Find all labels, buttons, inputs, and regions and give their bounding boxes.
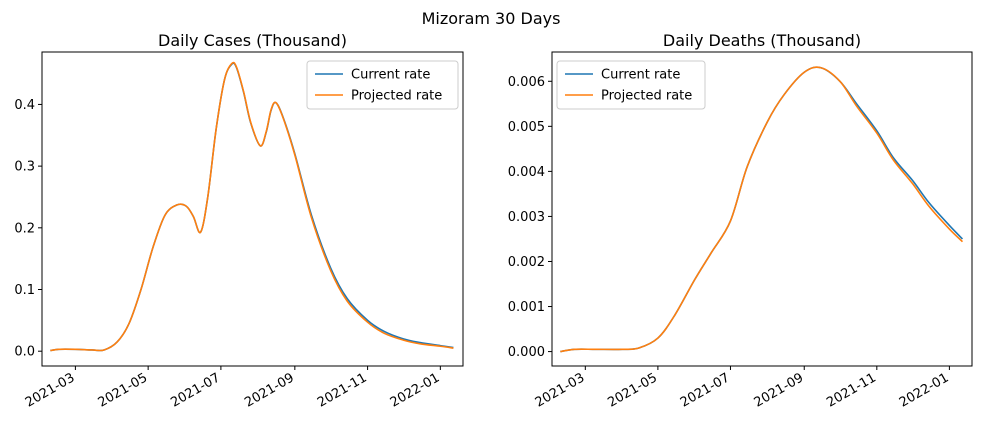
x-tick-label: 2021-05 [96, 370, 151, 410]
x-tick-label: 2021-11 [824, 370, 879, 410]
y-tick-label: 0.002 [508, 255, 545, 270]
legend-label: Projected rate [351, 89, 442, 104]
x-tick-label: 2021-03 [533, 370, 588, 410]
legend: Current rate Projected rate [306, 60, 459, 110]
x-tick-label: 2021-03 [23, 370, 78, 410]
legend-label: Current rate [351, 68, 430, 83]
legend-box [306, 60, 459, 110]
x-tick-label: 2021-07 [678, 370, 733, 410]
x-tick-label: 2021-11 [315, 370, 370, 410]
y-tick-label: 0.1 [14, 283, 35, 298]
chart-title: Daily Deaths (Thousand) [663, 31, 861, 50]
series-line-projected-rate [50, 61, 454, 352]
daily-deaths-chart: Daily Deaths (Thousand) 0.000 0.001 0.002 0.… [508, 31, 973, 411]
y-tick-label: 0.001 [508, 300, 545, 315]
y-tick-label: 0.005 [508, 120, 545, 135]
y-tick-label: 0.003 [508, 210, 545, 225]
x-tick-label: 2022-01 [388, 370, 443, 410]
x-tick-label: 2021-07 [168, 370, 223, 410]
legend: Current rate Projected rate [556, 60, 706, 110]
y-tick-label: 0.0 [14, 345, 35, 360]
x-tick-label: 2021-05 [605, 370, 660, 410]
daily-cases-chart: Daily Cases (Thousand) 0.0 0.1 0.2 0.3 0.4 202… [14, 31, 464, 411]
y-tick-label: 0.3 [14, 160, 35, 175]
figure-suptitle: Mizoram 30 Days [422, 9, 561, 28]
chart-title: Daily Cases (Thousand) [158, 31, 347, 50]
y-tick-label: 0.004 [508, 165, 545, 180]
legend-label: Current rate [601, 68, 680, 83]
x-tick-label: 2021-09 [752, 370, 807, 410]
x-tick-label: 2021-09 [242, 370, 297, 410]
y-tick-label: 0.2 [14, 221, 35, 236]
series-line-current-rate [560, 66, 964, 353]
y-tick-label: 0.000 [508, 345, 545, 360]
y-tick-label: 0.006 [508, 75, 545, 90]
plot-frame [41, 51, 464, 367]
legend-box [556, 60, 706, 110]
legend-label: Projected rate [601, 89, 692, 104]
plot-frame [551, 51, 973, 367]
series-line-projected-rate [560, 66, 964, 353]
y-tick-label: 0.4 [14, 98, 35, 113]
x-tick-label: 2022-01 [897, 370, 952, 410]
